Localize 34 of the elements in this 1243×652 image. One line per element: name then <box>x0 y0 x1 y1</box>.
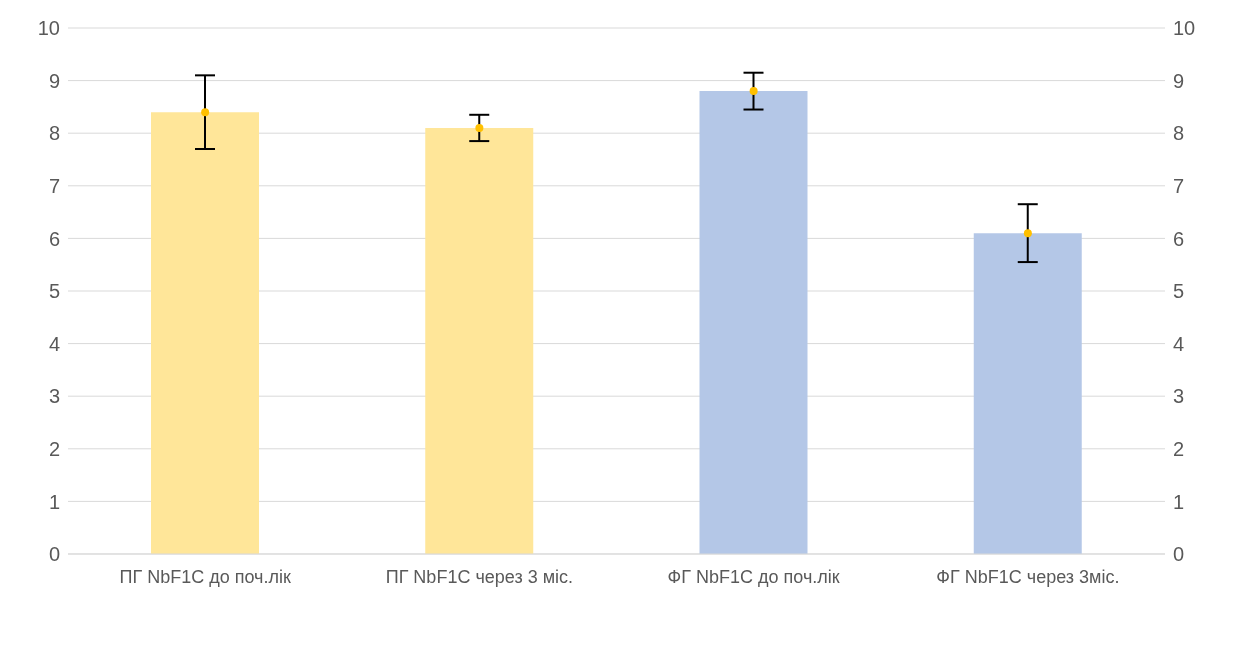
y-tick-label: 9 <box>48 69 60 92</box>
bar <box>699 91 808 554</box>
y2-tick-label: 5 <box>1173 280 1185 303</box>
x-tick-label: ФГ NbF1C до поч.лік <box>667 566 840 587</box>
y-tick-label: 7 <box>48 174 60 197</box>
y-tick-label: 5 <box>48 280 60 303</box>
y-tick-label: 6 <box>48 227 60 250</box>
y2-tick-label: 10 <box>1173 17 1196 40</box>
y-tick-label: 2 <box>48 437 60 460</box>
y2-tick-label: 6 <box>1173 227 1185 250</box>
y2-tick-label: 4 <box>1173 332 1185 355</box>
bar <box>425 127 534 554</box>
y2-tick-label: 9 <box>1173 69 1185 92</box>
y2-tick-label: 2 <box>1173 437 1185 460</box>
y-tick-label: 4 <box>48 332 60 355</box>
y-tick-label: 3 <box>48 385 60 408</box>
bar <box>151 112 259 554</box>
y-tick-label: 10 <box>37 17 60 40</box>
y2-tick-label: 3 <box>1173 385 1185 408</box>
y2-tick-label: 0 <box>1173 543 1185 566</box>
y-tick-label: 0 <box>48 543 60 566</box>
y2-tick-label: 1 <box>1173 490 1185 513</box>
bar <box>973 233 1082 554</box>
x-tick-label: ПГ NbF1C через 3 міс. <box>385 566 574 587</box>
y-tick-label: 8 <box>48 122 60 145</box>
y2-tick-label: 8 <box>1173 122 1185 145</box>
point <box>475 123 484 132</box>
x-tick-label: ПГ NbF1C до поч.лік <box>119 566 291 587</box>
point <box>201 108 210 117</box>
point <box>1023 229 1032 238</box>
x-tick-label: ФГ NbF1C через 3міс. <box>936 566 1120 587</box>
y2-tick-label: 7 <box>1173 174 1185 197</box>
y-tick-label: 1 <box>48 490 60 513</box>
point <box>749 87 758 96</box>
